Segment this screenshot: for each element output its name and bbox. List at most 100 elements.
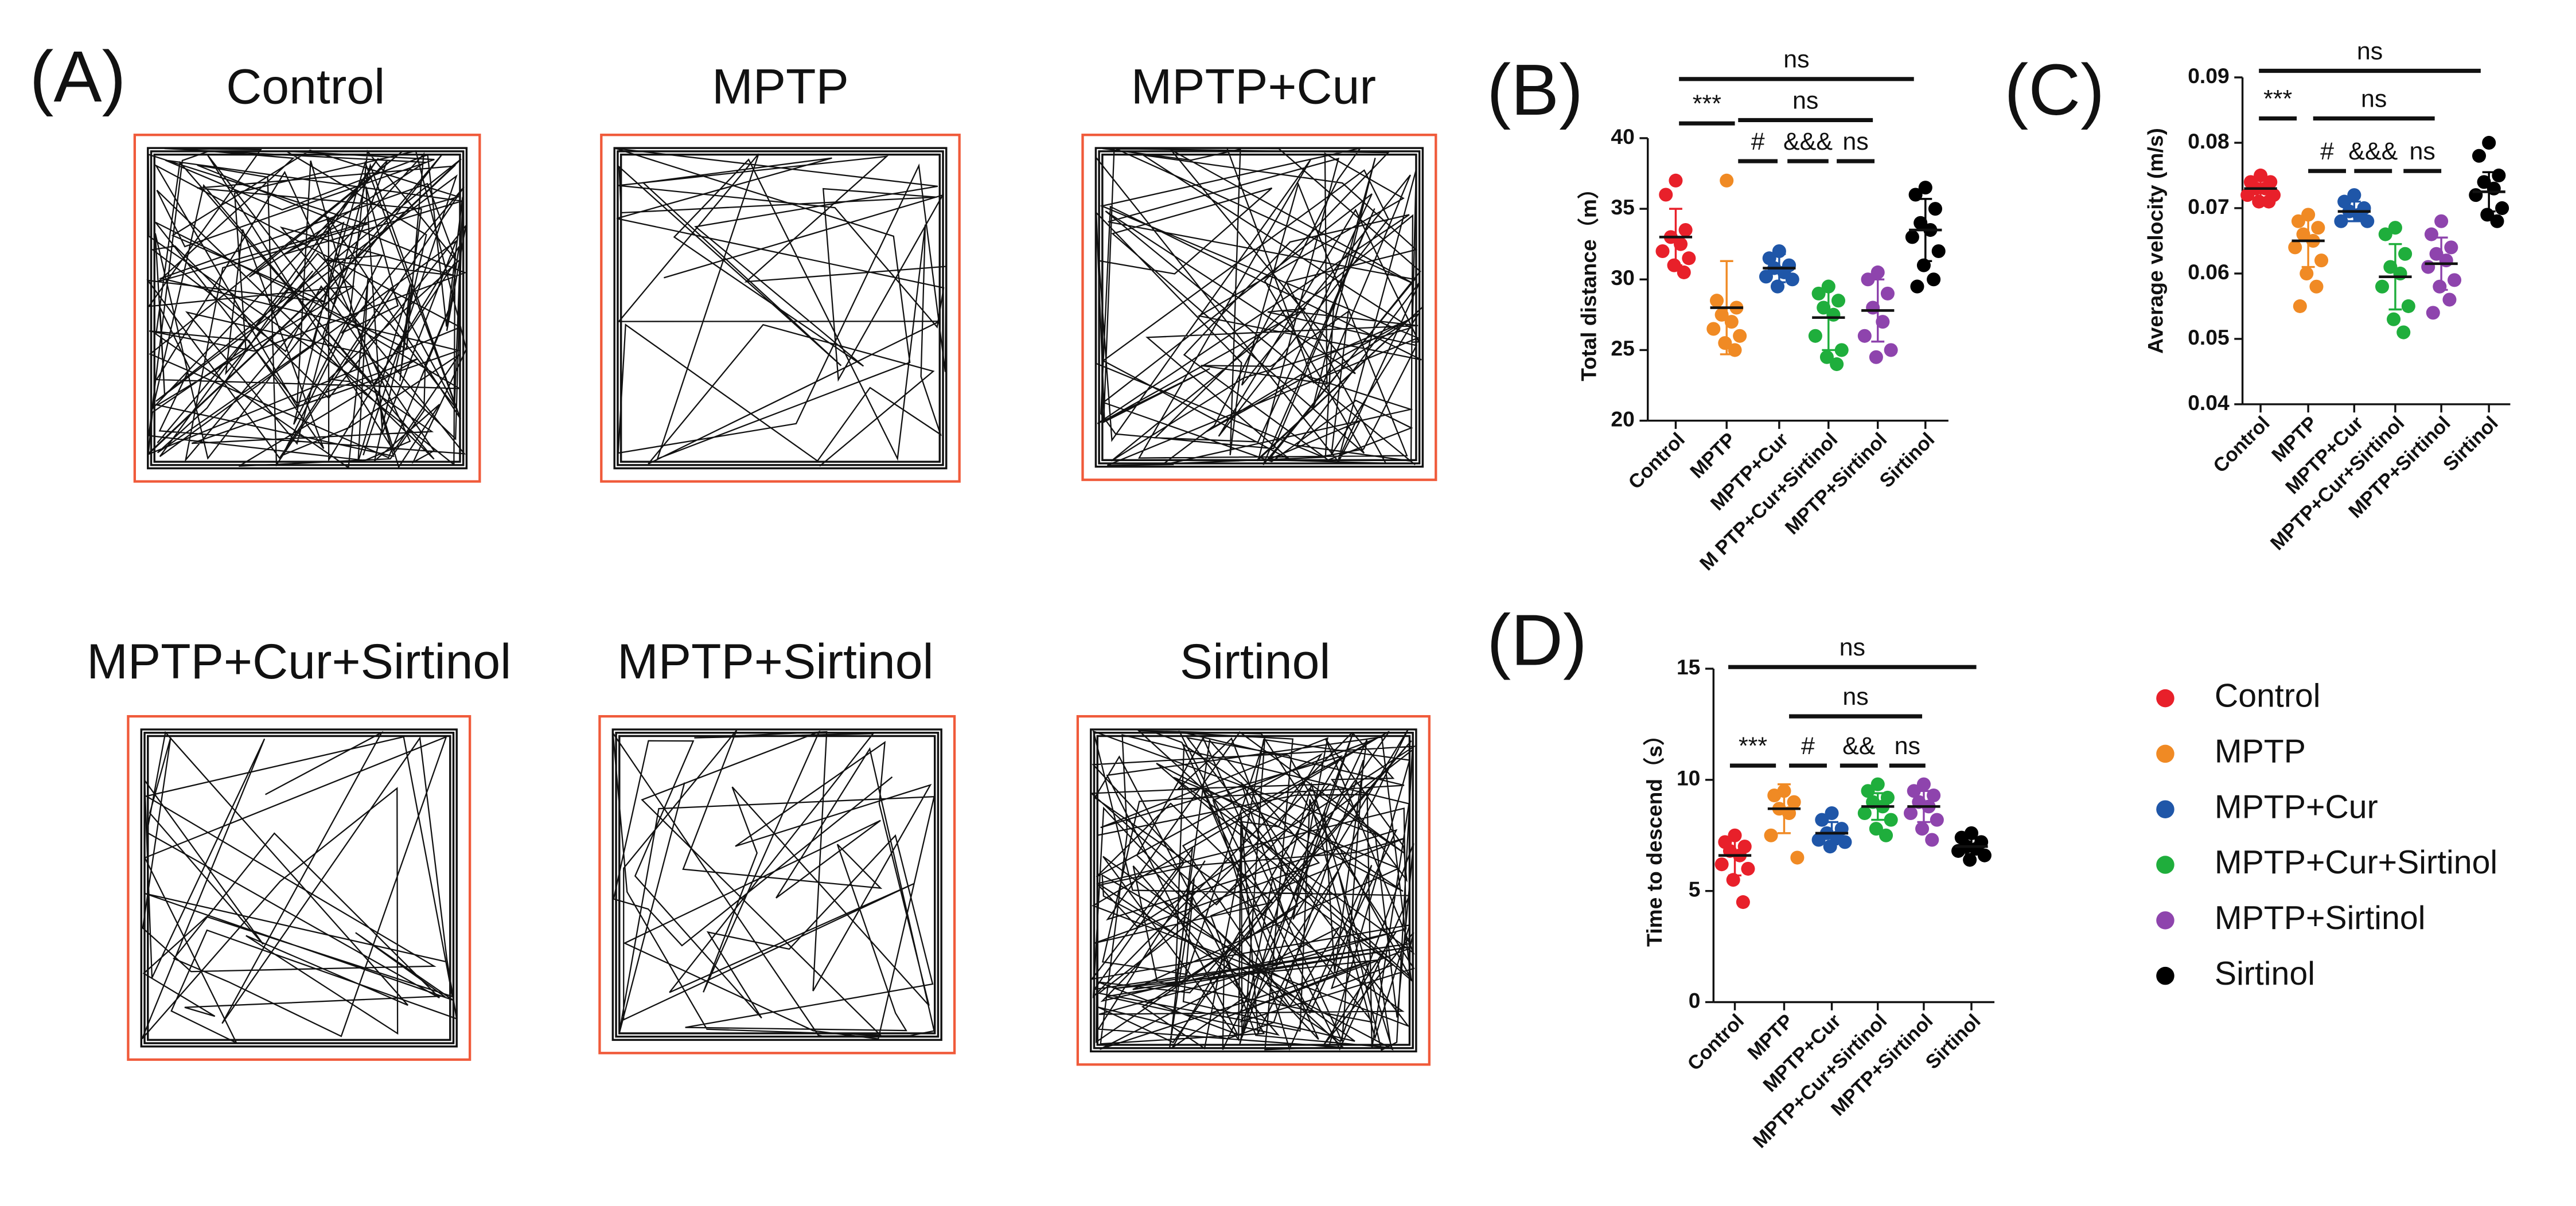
y-tick-label: 15	[1677, 655, 1700, 679]
x-tick-label: Control	[1683, 1010, 1748, 1075]
y-tick-label: 35	[1611, 195, 1634, 219]
data-point	[1927, 272, 1941, 287]
significance-label: ns	[1895, 732, 1920, 760]
data-point	[1764, 828, 1778, 842]
legend-swatch	[2156, 744, 2174, 763]
data-point	[1714, 857, 1729, 872]
y-tick-label: 0.09	[2188, 64, 2229, 88]
data-point	[1927, 788, 1941, 803]
data-point	[2477, 175, 2491, 189]
track-edge	[613, 147, 948, 470]
data-point	[2396, 325, 2411, 339]
data-point	[2492, 168, 2506, 182]
significance-label: ns	[1783, 46, 1809, 73]
data-point	[2421, 260, 2435, 274]
track-edge	[147, 147, 468, 470]
data-point	[2444, 240, 2458, 255]
y-tick-label: 0.05	[2188, 325, 2229, 349]
legend-label: MPTP+Cur	[2215, 789, 2378, 825]
data-point	[1857, 329, 1872, 343]
arena-frame	[598, 715, 956, 1055]
track-edge	[140, 728, 458, 1048]
track-edge	[611, 728, 942, 1041]
track-edge	[618, 735, 936, 1035]
data-point	[2429, 247, 2444, 261]
axis-label: Total distance（m）	[1576, 178, 1600, 381]
arena-frame	[133, 134, 481, 483]
track-edge	[147, 735, 451, 1041]
data-point	[2433, 279, 2447, 294]
data-point	[1831, 294, 1846, 308]
data-point	[1682, 251, 1696, 266]
legend-label: MPTP+Cur+Sirtinol	[2215, 844, 2497, 881]
data-point	[1790, 850, 1805, 865]
data-point	[2240, 188, 2255, 202]
significance-label: #	[2320, 138, 2334, 165]
data-point	[2469, 188, 2483, 202]
data-point	[2347, 188, 2361, 202]
y-tick-label: 40	[1611, 124, 1634, 149]
data-point	[2472, 149, 2487, 163]
track-edge	[615, 732, 940, 1038]
track-edge	[153, 153, 461, 463]
data-point	[2311, 221, 2325, 235]
data-point	[1819, 350, 1834, 364]
y-tick-label: 0	[1689, 988, 1701, 1012]
arena-title: Control	[226, 60, 385, 115]
data-point	[1767, 788, 1782, 803]
data-point	[1655, 244, 1670, 259]
track-edge	[1093, 732, 1414, 1049]
data-point	[1741, 861, 1755, 876]
significance-label: ***	[1693, 90, 1721, 118]
significance-label: ns	[2410, 138, 2435, 165]
data-point	[2482, 135, 2496, 150]
x-tick-label: Control	[2209, 412, 2274, 477]
data-point	[1857, 806, 1872, 821]
data-point	[2288, 240, 2302, 255]
data-point	[2398, 247, 2413, 261]
data-point	[1815, 813, 1829, 827]
arena-frame	[1076, 715, 1431, 1066]
data-point	[2388, 221, 2402, 235]
significance-label: ***	[1739, 732, 1767, 760]
significance-label: #	[1751, 128, 1765, 155]
y-tick-label: 5	[1689, 877, 1701, 901]
significance-label: ***	[2263, 85, 2292, 112]
data-point	[1903, 806, 1918, 821]
data-point	[1910, 279, 1924, 294]
data-point	[1915, 822, 1930, 836]
significance-label: ns	[2361, 85, 2387, 112]
data-point	[2378, 227, 2392, 241]
data-point	[1870, 777, 1885, 791]
legend-label: Sirtinol	[2215, 955, 2315, 992]
panel-label: (C)	[2004, 49, 2105, 130]
y-tick-label: 0.06	[2188, 260, 2229, 284]
significance-label: &&	[1842, 732, 1875, 760]
data-point	[1733, 329, 1747, 343]
track-edge	[619, 153, 941, 463]
legend-swatch	[2156, 966, 2174, 985]
track-edge	[1090, 728, 1417, 1053]
data-point	[1876, 315, 1890, 329]
track	[146, 147, 467, 469]
data-point	[1669, 173, 1683, 188]
track	[141, 731, 458, 1045]
data-point	[2424, 227, 2438, 241]
legend-swatch	[2156, 800, 2174, 818]
y-tick-label: 25	[1611, 336, 1634, 360]
track-edge	[1101, 153, 1417, 462]
data-point	[1861, 272, 1875, 287]
significance-label: ns	[2357, 37, 2383, 65]
data-point	[1884, 343, 1898, 357]
data-point	[1916, 777, 1931, 791]
data-point	[1925, 833, 1939, 847]
legend-label: MPTP	[2215, 733, 2306, 770]
panel-label: (D)	[1487, 599, 1587, 680]
data-point	[1811, 286, 1826, 300]
track	[615, 147, 947, 467]
y-tick-label: 20	[1611, 407, 1634, 431]
track-edge	[1098, 150, 1421, 465]
track-edge	[1094, 147, 1424, 468]
data-point	[1808, 329, 1822, 343]
data-point	[1718, 336, 1732, 350]
